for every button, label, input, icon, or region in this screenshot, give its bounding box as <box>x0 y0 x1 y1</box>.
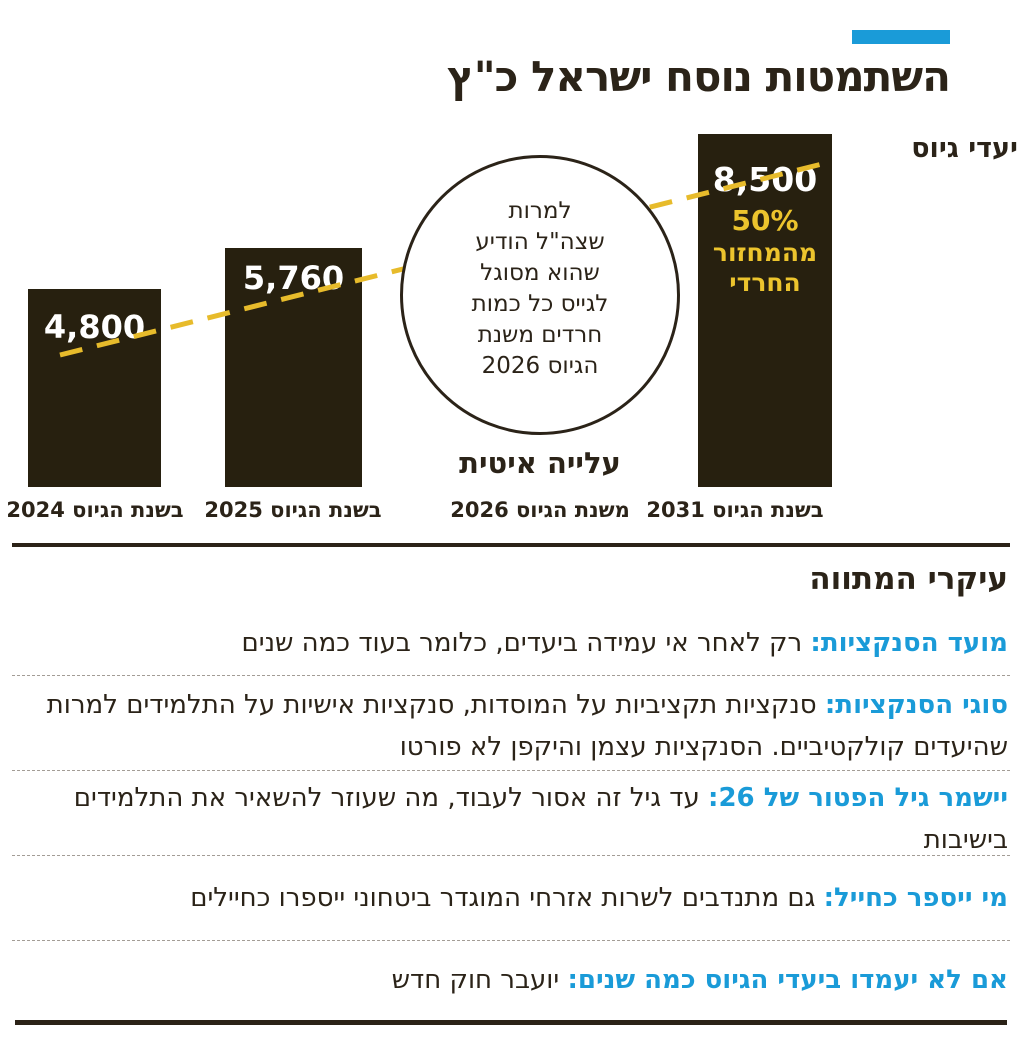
x-label-2024: בשנת הגיוס 2024 <box>6 498 184 522</box>
item-label: אם לא יעמדו ביעדי הגיוס כמה שנים: <box>567 965 1008 995</box>
divider <box>12 855 1010 856</box>
annotation-caption: עלייה איטית <box>459 446 621 480</box>
section-heading: עיקרי המתווה <box>809 561 1008 597</box>
bar-highlight-text: מהמחזור <box>712 238 818 267</box>
divider-thick <box>12 543 1010 547</box>
annotation-circle: למרות שצה"ל הודיע שהוא מסוגל לגייס כל כמ… <box>400 155 680 435</box>
framework-item: אם לא יעמדו ביעדי הגיוס כמה שנים: יועבר … <box>8 959 1008 1001</box>
annotation-text: למרות שצה"ל הודיע שהוא מסוגל לגייס כל כמ… <box>471 198 609 379</box>
chart-bar-2025: 5,760 <box>225 248 362 487</box>
item-label: מי ייספר כחייל: <box>823 883 1008 913</box>
item-label: מועד הסנקציות: <box>810 628 1008 658</box>
x-label-2025: בשנת הגיוס 2025 <box>204 498 382 522</box>
framework-item: מי ייספר כחייל: גם מתנדבים לשרות אזרחי ה… <box>8 877 1008 919</box>
item-text: רק לאחר אי עמידה ביעדים, כלומר בעוד כמה … <box>241 628 803 658</box>
chart-bar-2031: 8,500 50% מהמחזור החרדי <box>698 134 832 487</box>
item-text: סנקציות תקציביות על המוסדות, סנקציות איש… <box>46 690 1008 762</box>
x-label-2026: משנת הגיוס 2026 <box>450 498 630 522</box>
bar-value: 4,800 <box>43 308 146 346</box>
bar-highlight-percent: 50% <box>731 204 799 237</box>
chart-bar-2024: 4,800 <box>28 289 161 487</box>
divider <box>12 675 1010 676</box>
item-label: יישמר גיל הפטור של 26: <box>708 783 1008 813</box>
framework-item: סוגי הסנקציות: סנקציות תקציביות על המוסד… <box>8 684 1008 768</box>
accent-bar <box>852 30 950 44</box>
page-title: השתמטות נוסח ישראל כ"ץ <box>446 52 951 101</box>
item-text: עד גיל זה אסור לעבוד, מה שעוזר להשאיר את… <box>73 783 1008 855</box>
framework-item: יישמר גיל הפטור של 26: עד גיל זה אסור לע… <box>8 777 1008 861</box>
item-label: סוגי הסנקציות: <box>824 690 1008 720</box>
item-text: יועבר חוק חדש <box>391 965 560 995</box>
item-text: גם מתנדבים לשרות אזרחי המוגדר ביטחוני יי… <box>190 883 816 913</box>
divider <box>12 770 1010 771</box>
divider-thick-bottom <box>15 1020 1007 1025</box>
divider <box>12 940 1010 941</box>
chart-legend: יעדי גיוס <box>911 133 1018 164</box>
x-label-2031: בשנת הגיוס 2031 <box>646 498 824 522</box>
bar-highlight-text: החרדי <box>729 268 801 297</box>
framework-item: מועד הסנקציות: רק לאחר אי עמידה ביעדים, … <box>8 622 1009 664</box>
